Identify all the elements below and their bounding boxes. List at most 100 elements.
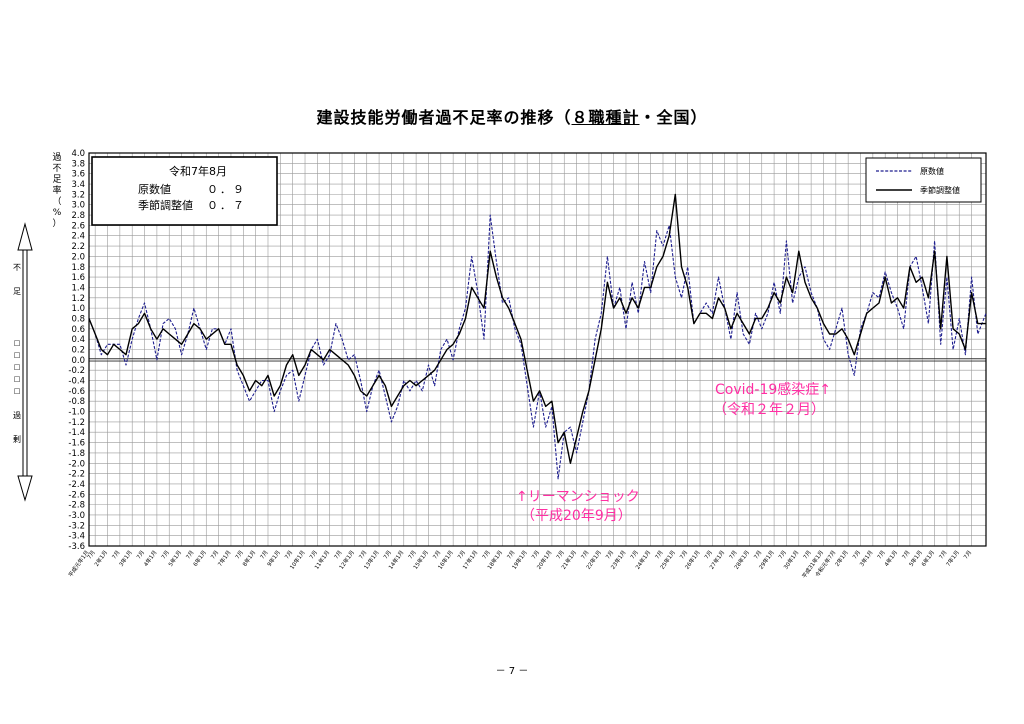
legend-raw-label: 原数値 [920,166,944,176]
y-tick-label: -1.4 [68,428,85,438]
y-tick-label: -1.2 [68,418,85,428]
side-label-shortage: 不 [13,263,21,272]
side-arrow-down-head [17,475,33,502]
info-box-month: 令和7年8月 [169,164,227,178]
x-tick-label: 7月 [333,549,344,560]
y-tick-label: 3.2 [71,190,85,200]
x-tick-label: 7月 [135,549,146,560]
y-tick-label: -1.8 [68,449,85,459]
x-tick-label: 2年1月 [833,549,850,568]
info-box-value: ０．７ [207,199,246,212]
x-tick-label: 7月 [111,549,122,560]
x-tick-label: 7月 [752,549,763,560]
x-tick-label: 7月 [357,549,368,560]
x-tick-label: 7月 [86,549,97,560]
y-tick-label: -3.4 [68,532,85,542]
side-label-mark: □ [14,363,21,371]
x-tick-label: 7月 [555,549,566,560]
x-tick-label: 7月 [456,549,467,560]
x-tick-label: 3年1月 [858,549,875,568]
annotation-covid-line1: Covid-19感染症↑ [715,381,831,398]
y-tick-label: -0.8 [68,397,85,407]
y-tick-label: -3.2 [68,521,85,531]
y-axis-label-char: % [53,208,62,218]
chart-title-suffix: ・全国） [639,108,708,127]
y-tick-label: 1.6 [71,273,85,283]
info-box-value: ０．９ [207,183,246,196]
y-tick-label: 2.0 [71,252,85,262]
chart-title-prefix: 建設技能労働者過不足率の推移（ [316,108,572,127]
y-tick-label: 0.4 [71,335,85,345]
y-tick-label: 0.6 [71,325,85,335]
y-tick-label: 0.0 [71,356,85,366]
y-tick-label: 3.8 [71,159,85,169]
y-tick-label: 3.0 [71,201,85,211]
x-tick-label: 7月 [604,549,615,560]
y-axis-label-char: 足 [52,174,61,185]
y-tick-label: 2.4 [71,232,85,242]
y-tick-label: -2.2 [68,470,85,480]
x-tick-label: 7月 [777,549,788,560]
y-tick-label: 3.4 [71,180,85,190]
x-tick-label: 平成元年1月 [66,549,90,579]
x-tick-label: 7月 [728,549,739,560]
page-number: － 7 － [495,666,529,677]
y-tick-label: 3.6 [71,170,85,180]
x-tick-label: 7月 [703,549,714,560]
y-axis-label-char: 率 [52,184,61,196]
side-label-surplus: 剰 [13,434,21,444]
y-tick-label: -2.0 [68,459,85,469]
x-tick-label: 7月 [629,549,640,560]
x-tick-label: 7月 [382,549,393,560]
y-tick-label: 1.4 [71,283,85,293]
x-tick-label: 7月 [580,549,591,560]
chart-title-underlined: ８職種計 [571,108,640,127]
x-tick-label: 7月 [308,549,319,560]
y-tick-label: -1.0 [68,408,85,418]
x-tick-label: 7月 [259,549,270,560]
legend-box [865,157,982,203]
chart-title: 建設技能労働者過不足率の推移（８職種計・全国） [0,104,1024,128]
y-axis-label-char: 過 [52,152,61,163]
x-tick-label: 7月 [234,549,245,560]
y-tick-label: -0.4 [68,377,85,387]
x-tick-label: 7月 [802,549,813,560]
y-tick-label: 2.8 [71,211,85,221]
x-tick-label: 7月 [678,549,689,560]
series-raw-line [88,214,987,480]
side-arrow-up-head [17,222,33,251]
y-tick-label: -2.6 [68,490,85,500]
x-tick-label: 7月 [283,549,294,560]
x-tick-label: 7年1月 [216,549,233,568]
legend-seasonal-label: 季節調整値 [920,185,960,195]
x-tick-label: 5年1月 [166,549,183,568]
y-tick-label: -0.2 [68,366,85,376]
x-tick-label: 7月 [160,549,171,560]
x-tick-label: 7年1月 [944,549,961,568]
x-tick-label: 4年1月 [142,549,159,568]
y-tick-label: 1.8 [71,263,85,273]
plot-border [88,152,987,547]
x-tick-label: 7月 [530,549,541,560]
x-tick-label: 7月 [432,549,443,560]
y-tick-label: -1.6 [68,439,85,449]
y-tick-label: 2.2 [71,242,85,252]
x-tick-label: 7月 [481,549,492,560]
y-axis-label-char: ） [52,218,61,229]
y-tick-label: 0.8 [71,314,85,324]
annotation-covid-line2: （令和２年２月） [713,402,825,418]
y-tick-label: -3.6 [68,542,85,552]
side-label-mark: □ [14,375,21,383]
x-tick-label: 6年1月 [919,549,936,568]
x-tick-label: 7月 [209,549,220,560]
x-tick-label: 3年1月 [117,549,134,568]
series-seasonal-line [88,193,986,464]
side-label-mark: □ [14,387,21,395]
y-tick-label: 1.0 [71,304,85,314]
x-tick-label: 7月 [506,549,517,560]
side-label-surplus: 過 [13,410,21,420]
y-tick-label: 1.2 [71,294,85,304]
x-tick-label: 7月 [851,549,862,560]
x-tick-label: 7月 [185,549,196,560]
